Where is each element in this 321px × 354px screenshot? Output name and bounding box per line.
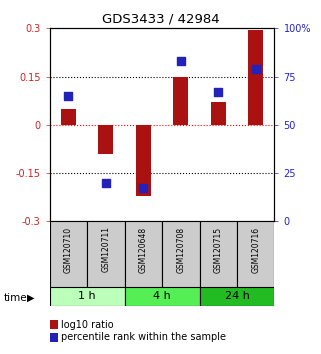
Bar — [50, 287, 125, 306]
Point — [178, 58, 183, 64]
Bar — [162, 221, 200, 287]
Text: GSM120715: GSM120715 — [214, 227, 223, 273]
Bar — [50, 221, 87, 287]
Text: log10 ratio: log10 ratio — [61, 320, 114, 330]
Text: GSM120711: GSM120711 — [101, 227, 110, 273]
Text: 24 h: 24 h — [225, 291, 249, 302]
Bar — [61, 109, 76, 125]
Text: 1 h: 1 h — [78, 291, 96, 302]
Text: 4 h: 4 h — [153, 291, 171, 302]
Text: GSM120648: GSM120648 — [139, 227, 148, 273]
Text: GDS3433 / 42984: GDS3433 / 42984 — [102, 12, 219, 25]
Bar — [125, 287, 200, 306]
Bar — [87, 221, 125, 287]
Text: GSM120710: GSM120710 — [64, 227, 73, 273]
Bar — [99, 125, 113, 154]
Bar — [125, 221, 162, 287]
Text: time: time — [3, 293, 27, 303]
Bar — [136, 125, 151, 195]
Text: GSM120708: GSM120708 — [176, 227, 185, 273]
Point — [141, 185, 146, 191]
Bar — [200, 221, 237, 287]
Bar — [248, 30, 263, 125]
Point — [216, 89, 221, 95]
Bar — [211, 102, 226, 125]
Bar — [200, 287, 274, 306]
Text: percentile rank within the sample: percentile rank within the sample — [61, 332, 226, 342]
Point — [253, 66, 258, 72]
Bar — [173, 76, 188, 125]
Bar — [237, 221, 274, 287]
Point — [66, 93, 71, 99]
Text: GSM120716: GSM120716 — [251, 227, 260, 273]
Point — [103, 180, 108, 185]
Text: ▶: ▶ — [27, 293, 35, 303]
